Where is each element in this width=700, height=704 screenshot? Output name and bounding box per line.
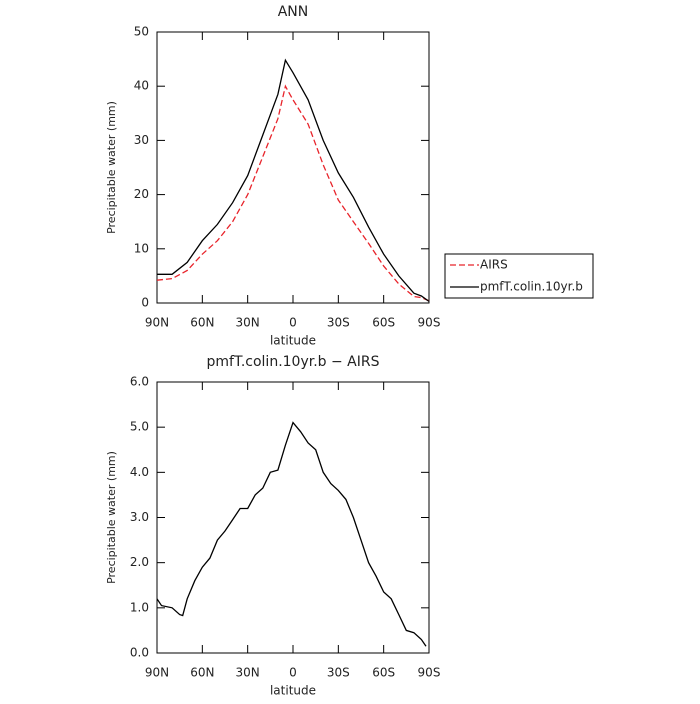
y-tick-label: 50 — [134, 25, 149, 39]
y-axis-label: Precipitable water (mm) — [105, 451, 118, 584]
data-line — [156, 84, 430, 302]
x-tick-label: 60S — [372, 316, 395, 330]
x-axis-label: latitude — [270, 334, 316, 348]
x-tick-label: 30S — [327, 666, 350, 680]
y-tick-label: 5.0 — [130, 420, 149, 434]
x-tick-label: 0 — [289, 666, 297, 680]
y-tick-label: 0 — [141, 296, 149, 310]
y-axis-label: Precipitable water (mm) — [105, 101, 118, 234]
x-tick-label: 0 — [289, 316, 297, 330]
legend-box — [444, 253, 594, 299]
y-tick-label: 0.0 — [130, 646, 149, 660]
y-tick-label: 20 — [134, 187, 149, 201]
y-tick-label: 10 — [134, 241, 149, 255]
x-axis-label: latitude — [270, 684, 316, 698]
x-tick-label: 90N — [145, 316, 169, 330]
plot-frame — [156, 31, 430, 304]
y-tick-label: 1.0 — [130, 600, 149, 614]
x-tick-label: 60N — [190, 316, 214, 330]
y-tick-label: 40 — [134, 79, 149, 93]
x-tick-label: 60N — [190, 666, 214, 680]
y-tick-label: 4.0 — [130, 465, 149, 479]
x-tick-label: 30S — [327, 316, 350, 330]
legend-label: pmfT.colin.10yr.b — [480, 280, 583, 294]
x-tick-label: 90S — [418, 666, 441, 680]
chart-title: pmfT.colin.10yr.b − AIRS — [206, 354, 379, 370]
x-tick-label: 30N — [236, 666, 260, 680]
x-tick-label: 30N — [236, 316, 260, 330]
chart-title: ANN — [278, 4, 309, 20]
y-tick-label: 2.0 — [130, 555, 149, 569]
data-line — [157, 58, 430, 302]
y-tick-label: 3.0 — [130, 510, 149, 524]
x-tick-label: 90N — [145, 666, 169, 680]
y-tick-label: 30 — [134, 133, 149, 147]
data-line — [156, 421, 427, 647]
legend-label: AIRS — [480, 258, 508, 272]
y-tick-label: 6.0 — [130, 375, 149, 389]
x-tick-label: 90S — [418, 316, 441, 330]
x-tick-label: 60S — [372, 666, 395, 680]
plot-frame — [156, 381, 430, 654]
